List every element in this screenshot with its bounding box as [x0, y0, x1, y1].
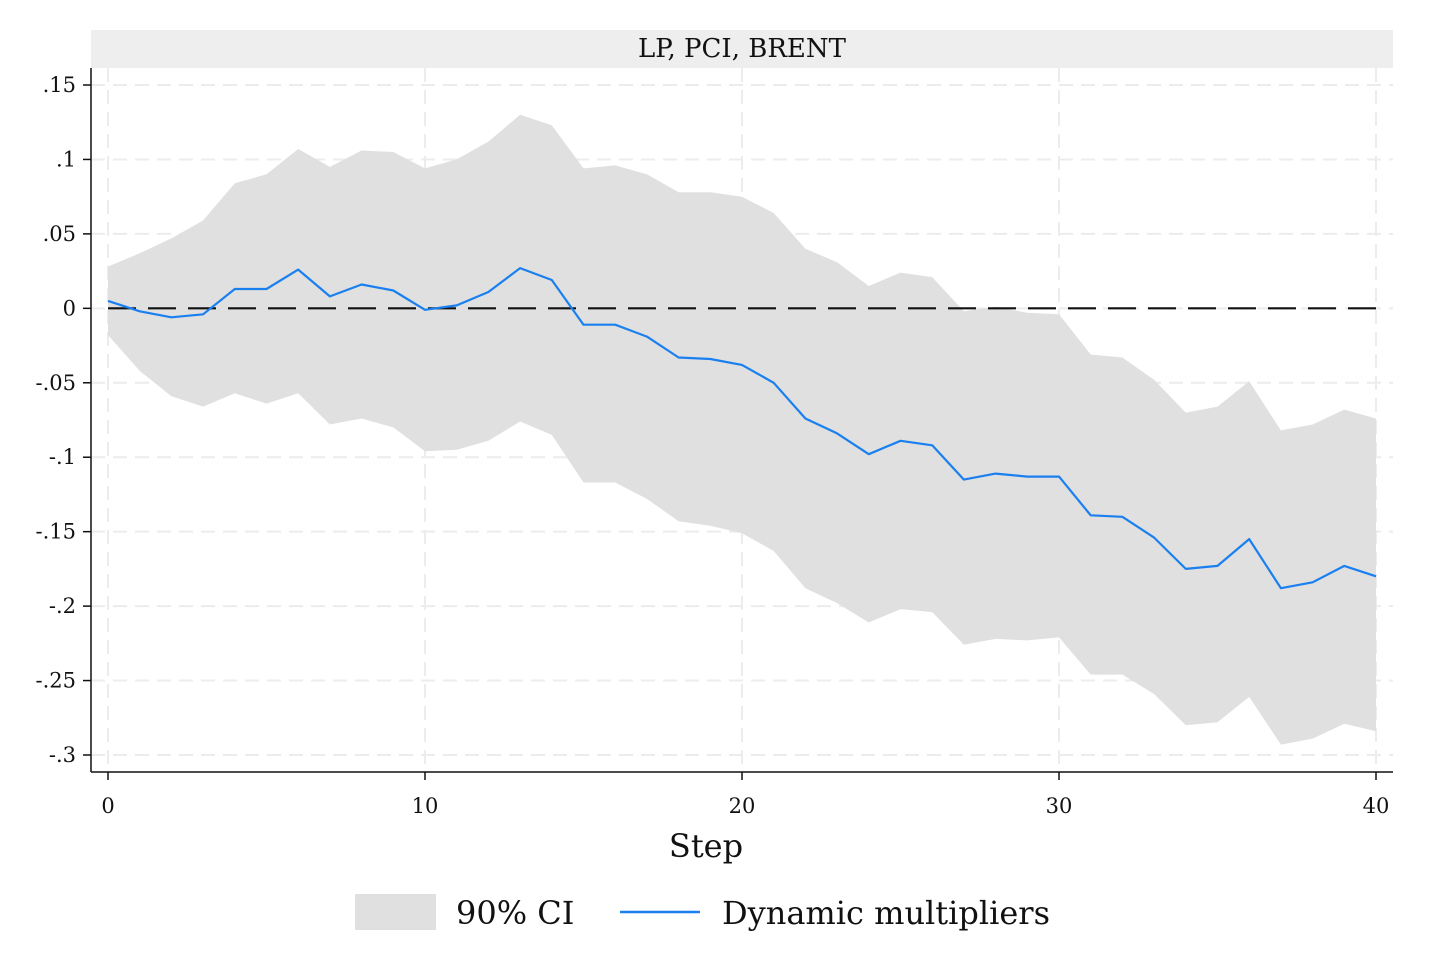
y-tick-label: 0: [63, 296, 76, 320]
y-tick-label: -.05: [36, 371, 77, 395]
chart-title: LP, PCI, BRENT: [638, 34, 847, 64]
y-tick-label: -.15: [36, 520, 77, 544]
legend-ci-swatch: [355, 894, 436, 930]
x-tick-label: 30: [1046, 794, 1073, 818]
y-tick-label: .05: [43, 222, 76, 246]
dynamic-multipliers-line: [107, 267, 1377, 590]
y-tick-label: .15: [43, 73, 76, 97]
ci-band: [108, 114, 1376, 745]
x-tick-label: 20: [729, 794, 756, 818]
y-ticks: .15 .1 .05 0 -.05 -.1 -.15 -.2 -.25 -.3: [36, 73, 91, 767]
y-tick-label: -.25: [36, 669, 77, 693]
y-tick-label: .1: [56, 147, 76, 171]
x-ticks: 0 10 20 30 40: [101, 772, 1389, 818]
y-tick-label: -.1: [49, 445, 76, 469]
y-tick-label: -.2: [49, 594, 76, 618]
legend-ci-label: 90% CI: [456, 894, 574, 932]
y-tick-label: -.3: [49, 743, 76, 767]
legend-line-label: Dynamic multipliers: [722, 894, 1050, 932]
legend: 90% CI Dynamic multipliers: [355, 894, 1050, 932]
panel-header: [91, 30, 1393, 68]
x-tick-label: 10: [412, 794, 439, 818]
x-axis-label: Step: [669, 827, 743, 865]
x-tick-label: 40: [1363, 794, 1390, 818]
x-tick-label: 0: [101, 794, 114, 818]
